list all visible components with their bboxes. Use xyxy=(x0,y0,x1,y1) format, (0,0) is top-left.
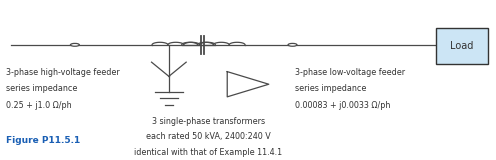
FancyBboxPatch shape xyxy=(436,28,488,64)
Text: 0.00083 + j0.0033 Ω/ph: 0.00083 + j0.0033 Ω/ph xyxy=(295,101,390,110)
Text: series impedance: series impedance xyxy=(295,84,367,93)
Text: 3-phase low-voltage feeder: 3-phase low-voltage feeder xyxy=(295,68,405,77)
Text: 0.25 + j1.0 Ω/ph: 0.25 + j1.0 Ω/ph xyxy=(5,101,71,110)
Text: Load: Load xyxy=(450,41,474,51)
Text: 3 single-phase transformers: 3 single-phase transformers xyxy=(152,116,265,126)
Text: 3-phase high-voltage feeder: 3-phase high-voltage feeder xyxy=(5,68,120,77)
Circle shape xyxy=(288,43,297,46)
Text: Figure P11.5.1: Figure P11.5.1 xyxy=(5,136,80,145)
Text: series impedance: series impedance xyxy=(5,84,77,93)
Text: identical with that of Example 11.4.1: identical with that of Example 11.4.1 xyxy=(134,148,283,157)
Text: each rated 50 kVA, 2400:240 V: each rated 50 kVA, 2400:240 V xyxy=(146,132,271,141)
Circle shape xyxy=(70,43,79,46)
